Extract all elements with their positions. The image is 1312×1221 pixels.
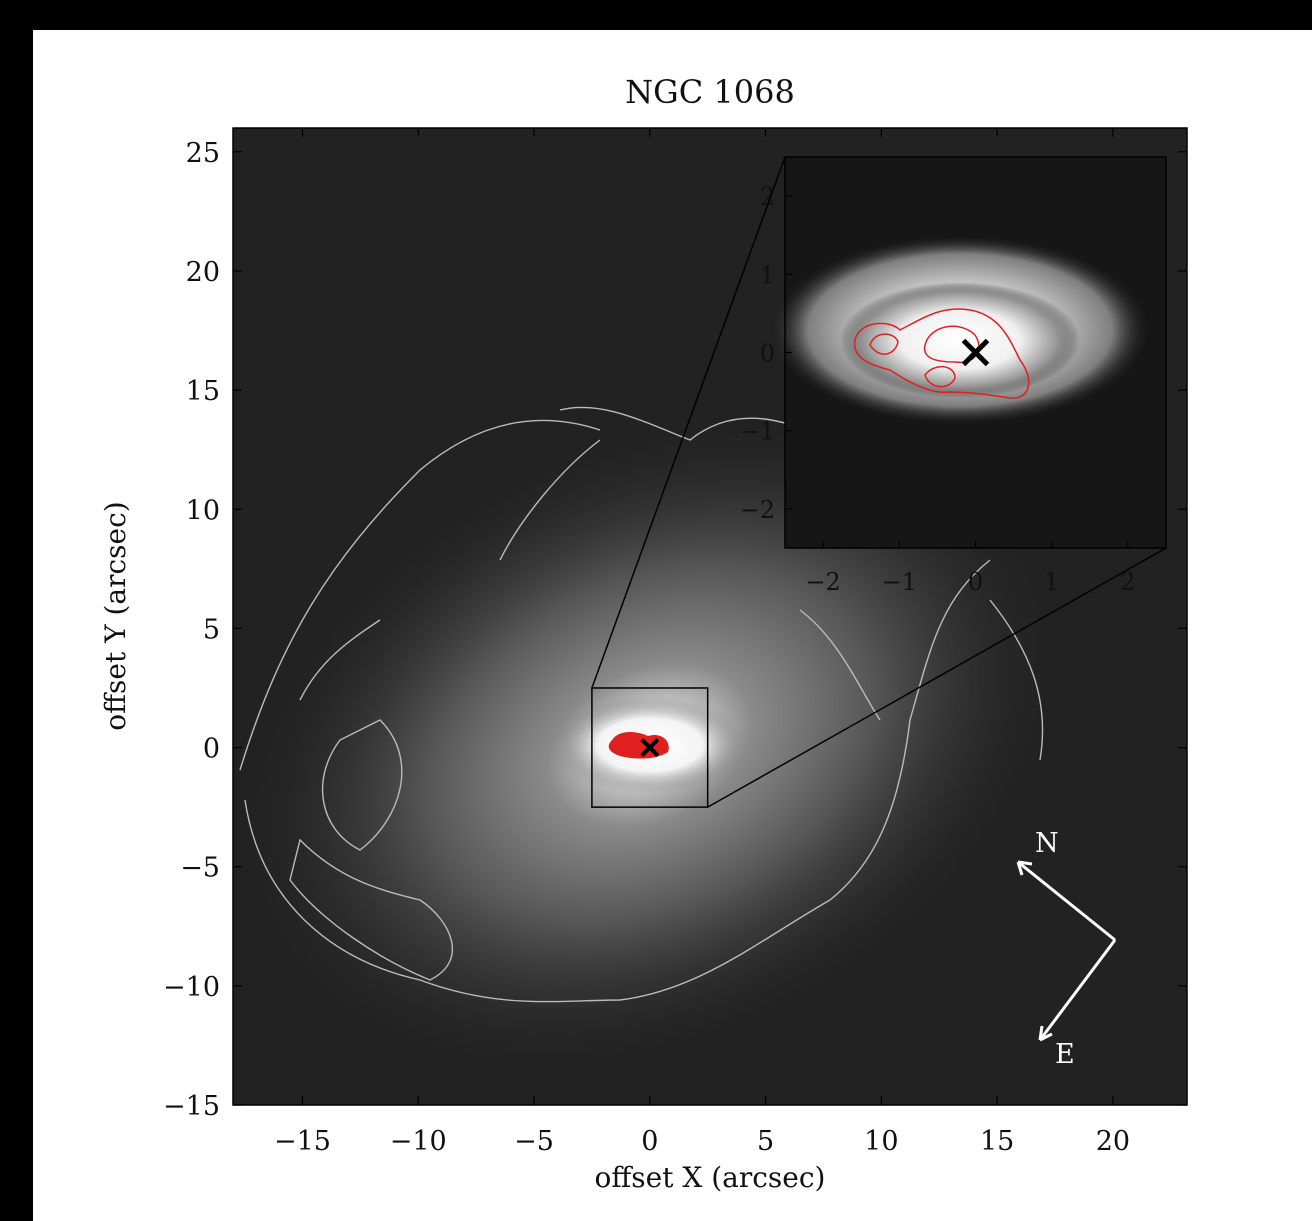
x-tick-label: 5 [757,1126,774,1157]
inset-y-tick-label: −1 [740,418,775,446]
inset-y-tick-label: 1 [760,261,775,289]
y-tick-label: −15 [163,1091,220,1122]
zoom-connector [707,547,1167,808]
x-tick-label: 15 [980,1126,1014,1157]
x-tick-label: 0 [641,1126,658,1157]
zoom-connector [591,156,786,689]
inset-x-tick-label: 0 [968,568,983,596]
y-tick-label: 20 [186,257,220,288]
inset-center-marker [961,338,990,367]
axes-frame [232,127,1188,1106]
compass-north: N [1035,828,1059,859]
y-tick-label: 15 [186,376,220,407]
inset-x-tick-label: 1 [1044,568,1059,596]
y-tick-label: 10 [186,495,220,526]
x-tick-label: −10 [390,1126,447,1157]
contours [239,406,1044,1003]
y-tick-label: 25 [186,138,220,169]
inset-y-tick-label: 0 [760,340,775,368]
inset-y-tick-label: −2 [740,496,775,524]
frame-top [0,0,1312,30]
x-axis-label: offset X (arcsec) [595,1161,826,1194]
red-core [608,732,669,759]
inset-x-tick-label: −2 [805,568,840,596]
y-tick-label: 5 [203,614,220,645]
x-tick-label: −5 [514,1126,554,1157]
x-tick-label: −15 [274,1126,331,1157]
inset-y-tick-label: 2 [760,183,775,211]
x-tick-label: 10 [864,1126,898,1157]
inset-core [840,282,1080,398]
compass-east: E [1055,1039,1075,1070]
chart-title: NGC 1068 [625,73,795,111]
zoom-box [591,687,709,808]
y-tick-label: −5 [180,853,220,884]
inset-x-tick-label: −1 [882,568,917,596]
inset-x-tick-label: 2 [1120,568,1135,596]
y-axis-label: offset Y (arcsec) [99,501,132,730]
frame-left [0,0,33,1221]
y-tick-label: −10 [163,972,220,1003]
inset: −2 −1 0 1 2 −2 −1 0 1 2 [740,156,1167,596]
compass-arrows [1016,860,1117,1042]
y-tick-label: 0 [203,734,220,765]
x-tick-label: 20 [1096,1126,1130,1157]
center-marker [640,738,660,757]
